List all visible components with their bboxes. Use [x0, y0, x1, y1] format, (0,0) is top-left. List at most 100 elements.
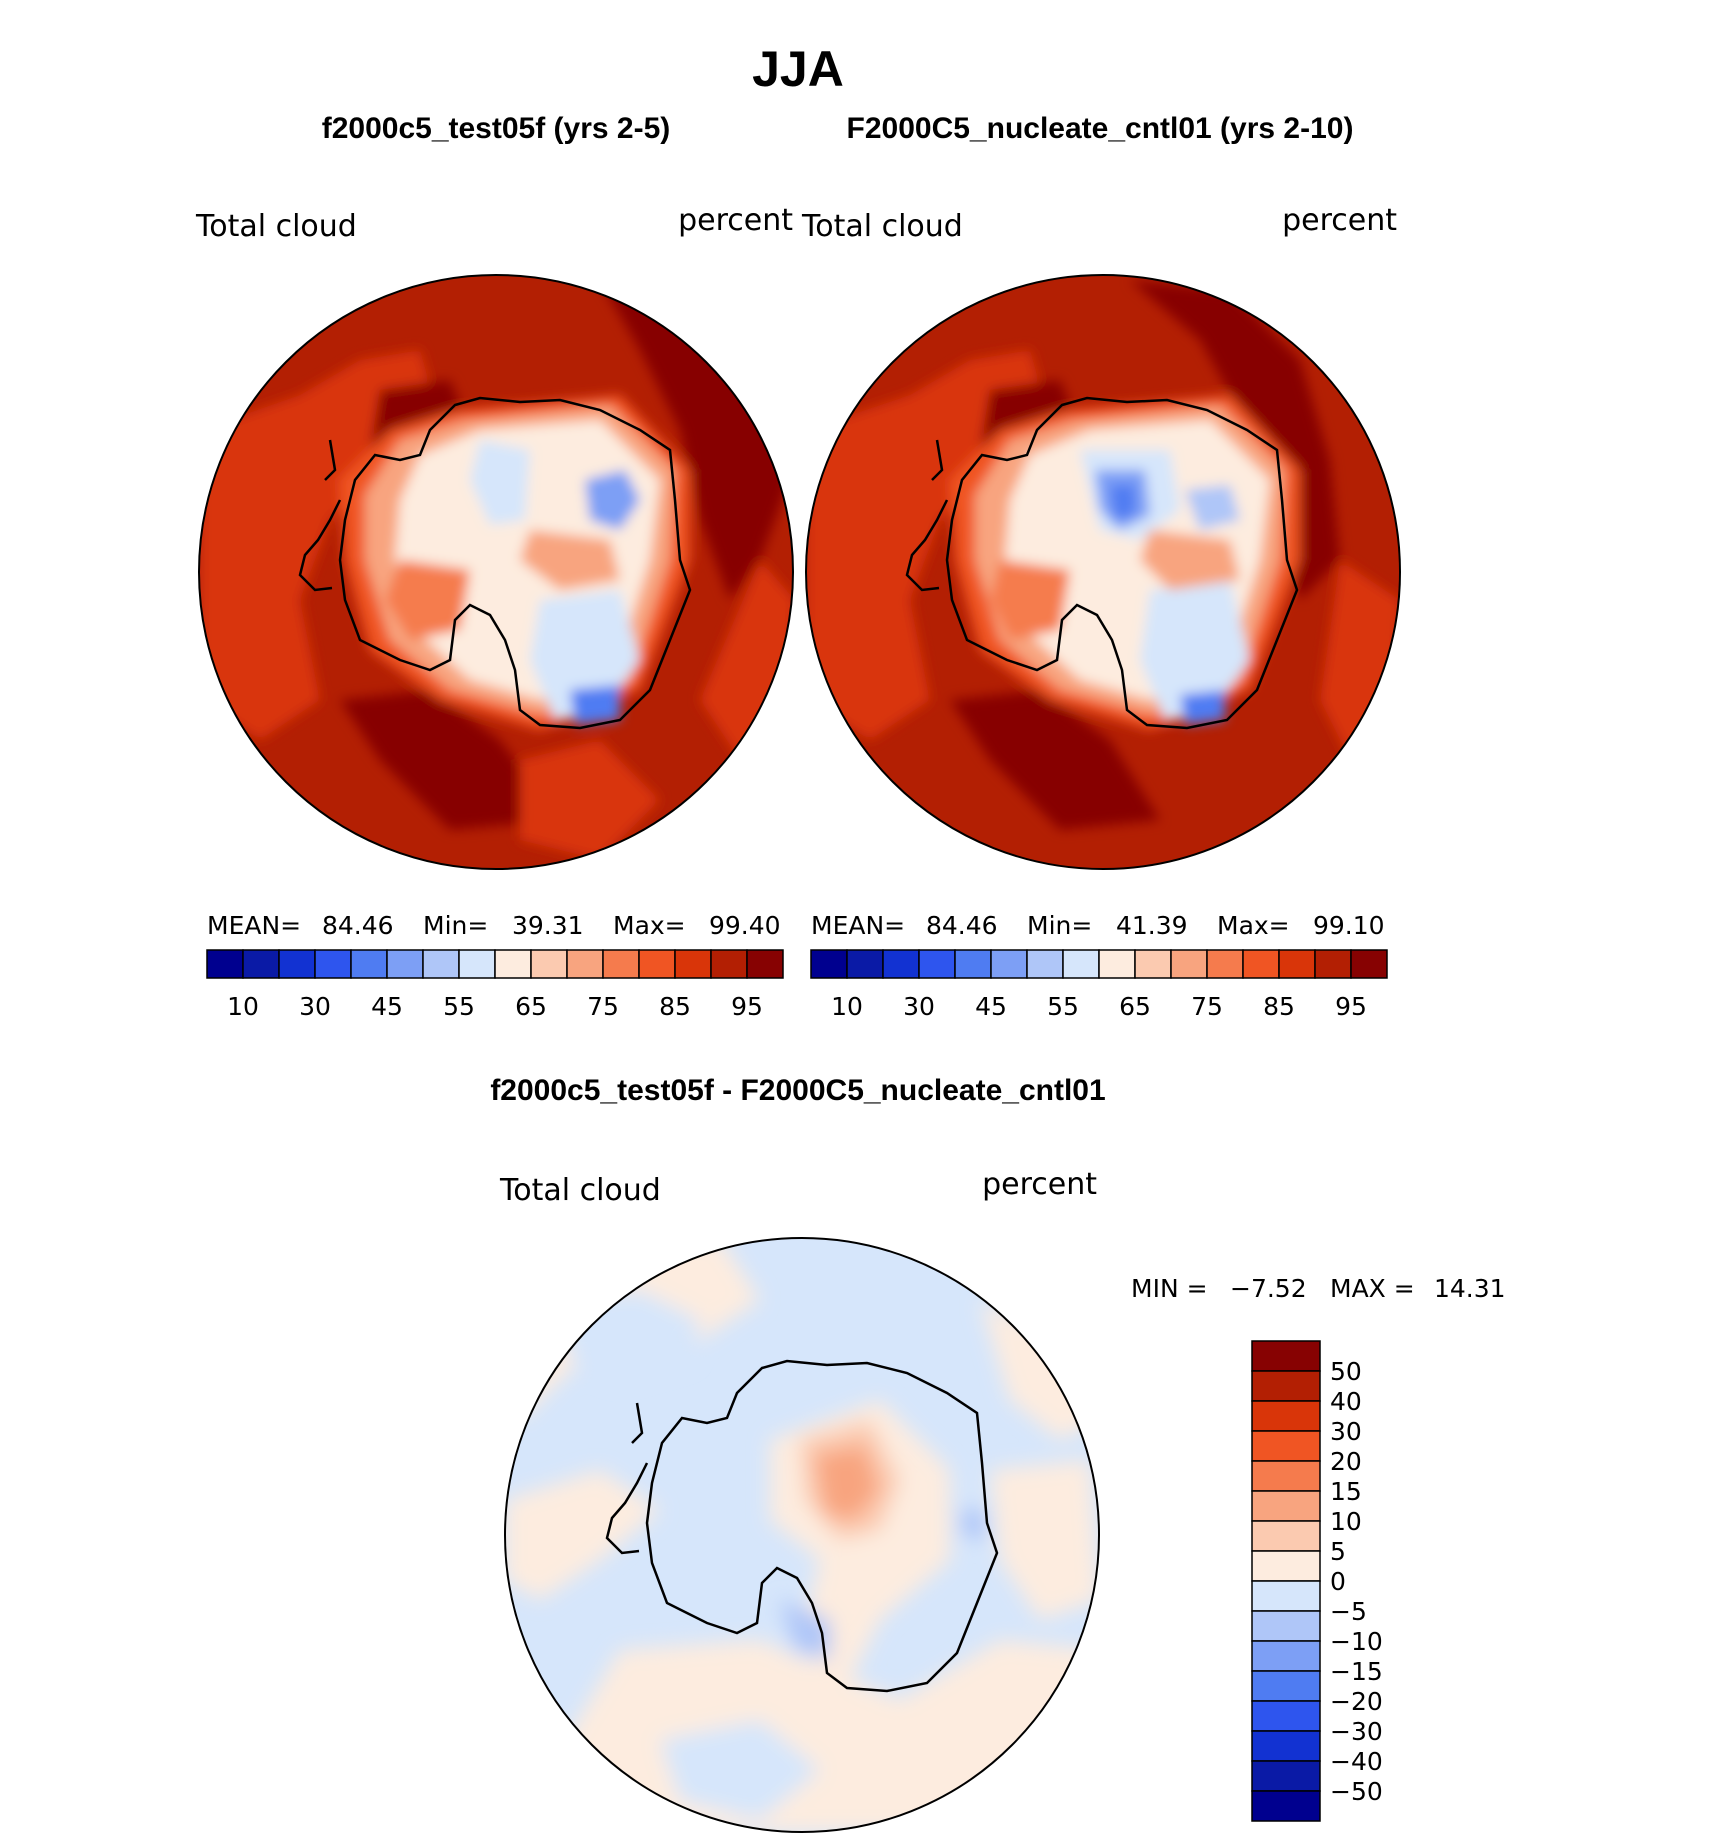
panel-cntl-mean-label: MEAN=: [811, 911, 905, 940]
diff-minmax: MIN = −7.52 MAX = 14.31: [1131, 1274, 1506, 1303]
colorbar-tick: 95: [1335, 992, 1367, 1021]
colorbar-swatch: [1170, 949, 1208, 979]
colorbar-swatch: [990, 949, 1028, 979]
colorbar-label: −50: [1330, 1777, 1383, 1806]
panel-test-mean-value: 84.46: [322, 911, 394, 940]
colorbar-swatch: [1251, 1640, 1321, 1672]
colorbar-label: 5: [1330, 1537, 1346, 1566]
colorbar-swatch: [1134, 949, 1172, 979]
colorbar-swatch: [674, 949, 712, 979]
colorbar-swatch: [846, 949, 884, 979]
colorbar-swatch: [494, 949, 532, 979]
panel-test-variable-label: Total cloud: [195, 209, 357, 244]
diff-max-label: MAX =: [1330, 1274, 1415, 1303]
colorbar-label: 10: [1330, 1507, 1362, 1536]
panel-test-units-label: percent: [678, 203, 793, 238]
colorbar-label: 30: [1330, 1417, 1362, 1446]
colorbar-swatch: [1350, 949, 1388, 979]
diff-variable-label: Total cloud: [499, 1173, 661, 1208]
colorbar-swatch: [882, 949, 920, 979]
panel-test-title: f2000c5_test05f (yrs 2-5): [322, 112, 671, 145]
colorbar-tick: 55: [443, 992, 475, 1021]
colorbar-swatch: [1251, 1730, 1321, 1762]
colorbar-swatch: [918, 949, 956, 979]
figure-title: JJA: [752, 41, 844, 97]
colorbar-swatch: [458, 949, 496, 979]
panel-test-min-label: Min=: [423, 911, 488, 940]
colorbar-label: 15: [1330, 1477, 1362, 1506]
panel-test-colorbar: [206, 949, 784, 979]
colorbar-label: −15: [1330, 1657, 1383, 1686]
colorbar-label: 0: [1330, 1567, 1346, 1596]
colorbar-swatch: [1206, 949, 1244, 979]
colorbar-tick: 85: [1263, 992, 1295, 1021]
colorbar-swatch: [314, 949, 352, 979]
colorbar-label: −40: [1330, 1747, 1383, 1776]
colorbar-tick: 45: [371, 992, 403, 1021]
colorbar-swatch: [1251, 1790, 1321, 1822]
colorbar-swatch: [1098, 949, 1136, 979]
colorbar-label: −5: [1330, 1597, 1367, 1626]
panel-cntl-colorbar: [810, 949, 1388, 979]
colorbar-swatch: [422, 949, 460, 979]
panel-cntl-max-label: Max=: [1217, 911, 1290, 940]
panel-cntl-max-value: 99.10: [1313, 911, 1385, 940]
colorbar-swatch: [1251, 1580, 1321, 1612]
map-diff: [504, 1237, 1100, 1833]
diff-title: f2000c5_test05f - F2000C5_nucleate_cntl0…: [490, 1074, 1105, 1107]
colorbar-tick: 30: [903, 992, 935, 1021]
colorbar-swatch: [1026, 949, 1064, 979]
colorbar-swatch: [1251, 1520, 1321, 1552]
colorbar-swatch: [1251, 1370, 1321, 1402]
map-cntl: [805, 274, 1401, 870]
colorbar-tick: 75: [1191, 992, 1223, 1021]
colorbar-label: −30: [1330, 1717, 1383, 1746]
colorbar-swatch: [1251, 1670, 1321, 1702]
panel-test-mean-label: MEAN=: [207, 911, 301, 940]
colorbar-swatch: [566, 949, 604, 979]
colorbar-swatch: [710, 949, 748, 979]
panel-test-stats: MEAN= 84.46 Min= 39.31 Max= 99.40: [207, 911, 781, 940]
colorbar-swatch: [1062, 949, 1100, 979]
colorbar-tick: 30: [299, 992, 331, 1021]
colorbar-swatch: [746, 949, 784, 979]
colorbar-tick: 75: [587, 992, 619, 1021]
colorbar-label: 20: [1330, 1447, 1362, 1476]
colorbar-swatch: [1251, 1700, 1321, 1732]
panel-cntl-min-label: Min=: [1027, 911, 1092, 940]
colorbar-swatch: [206, 949, 244, 979]
map-test: [198, 274, 794, 870]
panel-cntl-mean-value: 84.46: [926, 911, 998, 940]
colorbar-swatch: [1251, 1400, 1321, 1432]
panel-cntl-units-label: percent: [1282, 203, 1397, 238]
colorbar-tick: 55: [1047, 992, 1079, 1021]
colorbar-swatch: [1251, 1760, 1321, 1792]
colorbar-swatch: [1251, 1340, 1321, 1372]
colorbar-label: 40: [1330, 1387, 1362, 1416]
colorbar-swatch: [1242, 949, 1280, 979]
panel-test-colorbar-ticks: 10 30 45 55 65 75 85 95: [227, 992, 763, 1021]
diff-colorbar: [1251, 1340, 1321, 1822]
colorbar-tick: 95: [731, 992, 763, 1021]
colorbar-swatch: [602, 949, 640, 979]
diff-units-label: percent: [982, 1167, 1097, 1202]
colorbar-swatch: [1251, 1610, 1321, 1642]
colorbar-swatch: [1314, 949, 1352, 979]
colorbar-swatch: [386, 949, 424, 979]
colorbar-tick: 65: [515, 992, 547, 1021]
colorbar-swatch: [350, 949, 388, 979]
colorbar-tick: 10: [227, 992, 259, 1021]
panel-cntl-stats: MEAN= 84.46 Min= 41.39 Max= 99.10: [811, 911, 1385, 940]
diff-max-value: 14.31: [1434, 1274, 1506, 1303]
panel-cntl-title: F2000C5_nucleate_cntl01 (yrs 2-10): [847, 112, 1354, 145]
colorbar-tick: 10: [831, 992, 863, 1021]
colorbar-swatch: [638, 949, 676, 979]
colorbar-swatch: [810, 949, 848, 979]
colorbar-swatch: [1251, 1550, 1321, 1582]
colorbar-tick: 45: [975, 992, 1007, 1021]
panel-test-max-value: 99.40: [709, 911, 781, 940]
panel-cntl-min-value: 41.39: [1116, 911, 1188, 940]
panel-test-max-label: Max=: [613, 911, 686, 940]
colorbar-swatch: [1251, 1490, 1321, 1522]
